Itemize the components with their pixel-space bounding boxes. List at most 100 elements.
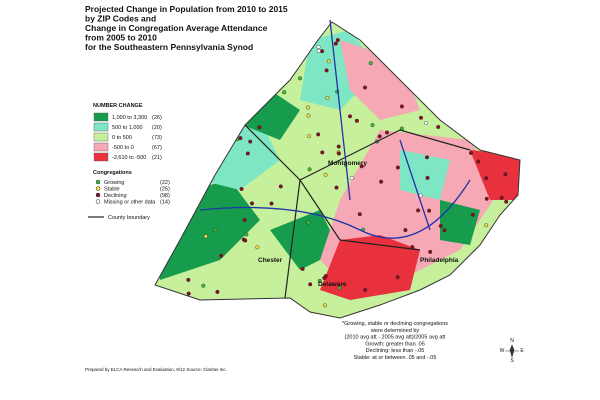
congregation-dot bbox=[336, 151, 341, 156]
congregation-dot bbox=[498, 255, 503, 260]
legend-dot bbox=[95, 179, 101, 185]
congregation-dot bbox=[480, 99, 485, 104]
compass: E bbox=[520, 348, 524, 354]
note-line: Declining: less than -.05 bbox=[366, 348, 425, 354]
place-label: Chester bbox=[258, 257, 283, 264]
title-line: Change in Congregation Average Attendanc… bbox=[85, 23, 268, 33]
congregation-dot bbox=[499, 195, 504, 200]
congregation-dot bbox=[349, 176, 354, 181]
congregation-dot bbox=[307, 134, 312, 139]
congregation-dot bbox=[457, 71, 462, 76]
congregation-dot bbox=[436, 124, 441, 129]
congregation-dot bbox=[457, 267, 462, 272]
congregation-dot bbox=[269, 201, 274, 206]
legend-heading: NUMBER CHANGE bbox=[93, 103, 143, 109]
congregation-dot bbox=[505, 254, 510, 259]
congregation-dot bbox=[244, 232, 249, 237]
zip-region bbox=[470, 150, 520, 200]
congregation-dot bbox=[512, 152, 517, 157]
zip-region bbox=[230, 90, 300, 140]
congregation-dot bbox=[363, 85, 368, 90]
congregation-dot bbox=[370, 123, 375, 128]
congregation-dot bbox=[336, 144, 341, 149]
congregation-dot bbox=[277, 31, 282, 36]
congregation-dot bbox=[427, 208, 432, 213]
congregation-dot bbox=[484, 176, 489, 181]
congregation-dot bbox=[269, 93, 274, 98]
place-label: Delaware bbox=[318, 281, 347, 288]
legend-count: (73) bbox=[152, 135, 162, 141]
congregation-dot bbox=[335, 38, 340, 43]
legend-label: Growing bbox=[104, 180, 124, 186]
congregation-dot bbox=[363, 288, 368, 293]
note-line: (2010 avg att - 2005 avg att)/2005 avg a… bbox=[345, 335, 446, 341]
congregation-dot bbox=[197, 161, 202, 166]
congregation-dot bbox=[287, 45, 292, 50]
map-area bbox=[155, 22, 520, 318]
note-line: were determined by bbox=[370, 328, 420, 334]
congregation-dot bbox=[419, 115, 424, 120]
congregation-dot bbox=[306, 113, 311, 118]
congregation-dot bbox=[401, 71, 406, 76]
congregation-dot bbox=[163, 250, 168, 255]
congregation-dot bbox=[176, 129, 181, 134]
congregation-dot bbox=[267, 31, 272, 36]
congregation-dot bbox=[305, 105, 310, 110]
legend-label: 500 to 1,000 bbox=[112, 125, 143, 131]
title-line: for the Southeastern Pennsylvania Synod bbox=[85, 42, 253, 52]
congregation-dot bbox=[359, 164, 364, 169]
compass: W bbox=[500, 348, 505, 354]
congregation-dot bbox=[316, 44, 321, 49]
legend-label: Missing or other data bbox=[104, 200, 156, 206]
congregation-dot bbox=[240, 108, 245, 113]
congregation-dot bbox=[282, 306, 287, 311]
congregation-dot bbox=[393, 62, 398, 67]
congregation-dot bbox=[516, 269, 520, 274]
title: Projected Change in Population from 2010… bbox=[85, 4, 288, 52]
congregation-dot bbox=[245, 151, 250, 156]
congregation-dot bbox=[323, 172, 328, 177]
congregation-dot bbox=[188, 70, 193, 75]
congregation-dot bbox=[306, 220, 311, 225]
congregation-dot bbox=[166, 116, 171, 121]
congregation-dot bbox=[298, 76, 303, 81]
compass: S bbox=[510, 358, 514, 364]
compass-rose bbox=[505, 344, 519, 359]
legend-count: (98) bbox=[160, 193, 170, 199]
congregation-dot bbox=[357, 212, 362, 217]
congregation-dot bbox=[506, 291, 511, 296]
congregation-dot bbox=[213, 228, 218, 233]
congregation-dot bbox=[403, 228, 408, 233]
congregation-dot bbox=[517, 27, 520, 32]
congregation-dot bbox=[385, 130, 390, 135]
zip-region bbox=[440, 200, 480, 245]
congregation-dot bbox=[425, 155, 430, 160]
legend-dot bbox=[95, 199, 101, 204]
legend-count: (20) bbox=[152, 125, 162, 131]
congregation-dot bbox=[282, 90, 287, 95]
congregation-dot bbox=[429, 291, 434, 296]
compass: N bbox=[510, 338, 514, 344]
congregation-dot bbox=[503, 172, 508, 177]
congregation-dot bbox=[188, 83, 193, 88]
congregation-dot bbox=[430, 42, 435, 47]
legend-label: -500 to 0 bbox=[112, 145, 134, 151]
congregation-dot bbox=[382, 48, 387, 53]
congregation-dot bbox=[159, 306, 164, 311]
legend-count: (67) bbox=[152, 145, 162, 151]
map-outline bbox=[154, 21, 521, 319]
congregation-dot bbox=[377, 134, 382, 139]
congregation-dot bbox=[334, 185, 339, 190]
congregation-dot bbox=[201, 283, 206, 288]
congregation-dot bbox=[238, 136, 243, 141]
congregation-dot bbox=[316, 132, 321, 137]
congregation-dot bbox=[178, 97, 183, 102]
congregation-dot bbox=[215, 289, 220, 294]
congregation-dot bbox=[395, 275, 400, 280]
highway bbox=[199, 19, 471, 239]
congregation-dot bbox=[470, 212, 475, 217]
note-line: *Growing, stable or declining congregati… bbox=[342, 321, 448, 327]
congregation-dot bbox=[354, 118, 359, 123]
legend-count: (14) bbox=[160, 200, 170, 206]
